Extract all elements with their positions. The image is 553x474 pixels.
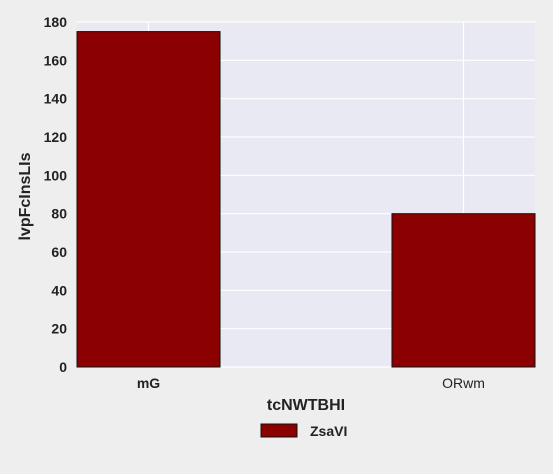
bar-mg bbox=[76, 31, 221, 368]
bars bbox=[76, 31, 536, 368]
y-tick-label: 120 bbox=[44, 129, 68, 145]
y-tick-label: 180 bbox=[44, 14, 68, 30]
legend: ZsaVI bbox=[260, 423, 347, 439]
x-tick-label: mG bbox=[137, 375, 160, 391]
legend-swatch bbox=[260, 423, 298, 438]
y-tick-label: 0 bbox=[59, 359, 67, 375]
y-axis-title: lvpFcInsLIs bbox=[17, 152, 34, 240]
y-tick-label: 40 bbox=[51, 282, 67, 298]
x-tick-label: ORwm bbox=[442, 375, 485, 391]
y-tick-label: 140 bbox=[44, 91, 68, 107]
y-axis-ticks: 0 20 40 60 80 100 120 140 160 180 bbox=[44, 14, 68, 375]
legend-label: ZsaVI bbox=[310, 423, 347, 439]
y-tick-label: 20 bbox=[51, 321, 67, 337]
y-tick-label: 160 bbox=[44, 52, 68, 68]
y-tick-label: 100 bbox=[44, 167, 68, 183]
bar-orwm bbox=[391, 213, 536, 368]
x-axis-ticks: mG ORwm bbox=[137, 375, 485, 391]
y-tick-label: 80 bbox=[51, 206, 67, 222]
y-tick-label: 60 bbox=[51, 244, 67, 260]
x-axis-title: tcNWTBHI bbox=[267, 397, 345, 414]
